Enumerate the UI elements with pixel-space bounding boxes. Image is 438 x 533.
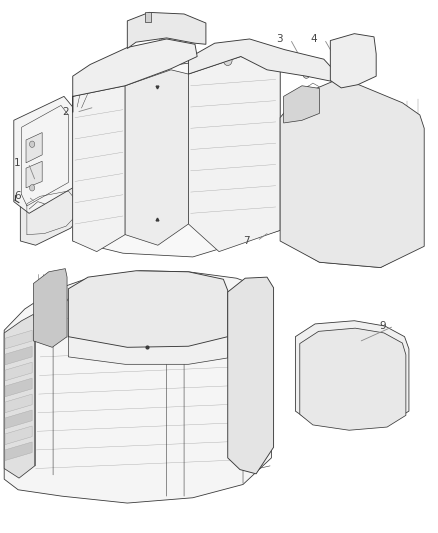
Polygon shape: [295, 321, 409, 427]
Polygon shape: [330, 34, 376, 88]
Circle shape: [267, 59, 276, 70]
Polygon shape: [5, 330, 32, 349]
Polygon shape: [14, 96, 73, 213]
Polygon shape: [4, 271, 272, 503]
Polygon shape: [73, 86, 125, 252]
Polygon shape: [145, 12, 151, 22]
Polygon shape: [68, 329, 228, 365]
Polygon shape: [125, 70, 188, 245]
Circle shape: [29, 184, 35, 191]
Text: 7: 7: [243, 236, 249, 246]
Polygon shape: [280, 82, 424, 268]
Polygon shape: [188, 56, 280, 252]
Polygon shape: [188, 39, 332, 82]
Polygon shape: [33, 269, 67, 348]
Polygon shape: [68, 271, 228, 348]
Polygon shape: [5, 346, 32, 365]
Text: 2: 2: [62, 107, 69, 117]
Text: 9: 9: [380, 321, 386, 331]
Text: 4: 4: [310, 34, 317, 44]
Polygon shape: [5, 426, 32, 445]
Polygon shape: [5, 378, 32, 397]
Polygon shape: [73, 56, 280, 257]
Polygon shape: [127, 12, 206, 49]
Polygon shape: [26, 161, 42, 188]
Polygon shape: [5, 362, 32, 381]
Text: 1: 1: [14, 158, 21, 168]
Polygon shape: [73, 39, 197, 112]
Polygon shape: [5, 394, 32, 413]
Polygon shape: [5, 410, 32, 429]
Circle shape: [223, 55, 232, 66]
Polygon shape: [228, 277, 274, 474]
Circle shape: [29, 141, 35, 148]
Circle shape: [303, 70, 310, 78]
Polygon shape: [284, 86, 319, 123]
Polygon shape: [5, 442, 32, 461]
Polygon shape: [4, 314, 35, 478]
Text: 6: 6: [152, 27, 158, 37]
Text: 5: 5: [247, 385, 254, 395]
Polygon shape: [20, 181, 84, 245]
Text: 3: 3: [276, 34, 283, 44]
Text: 6: 6: [14, 191, 21, 201]
Polygon shape: [300, 328, 406, 430]
Polygon shape: [26, 133, 42, 163]
Text: 8: 8: [166, 305, 172, 315]
